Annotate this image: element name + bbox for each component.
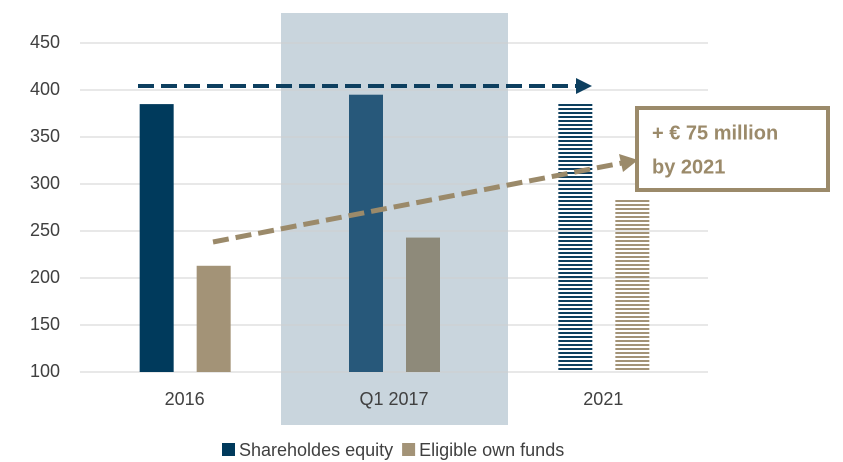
x-tick-label: 2016 — [165, 389, 205, 409]
legend-label: Eligible own funds — [419, 440, 564, 460]
bar — [139, 104, 174, 372]
growth-arrow — [212, 160, 623, 245]
arrow-head — [576, 78, 592, 94]
bar — [196, 265, 231, 372]
background — [281, 13, 508, 425]
bar — [349, 94, 383, 372]
legend-label: Shareholdes equity — [239, 440, 393, 460]
x-tick-label: 2021 — [583, 389, 623, 409]
annotation-box — [635, 106, 830, 192]
bar — [615, 198, 650, 372]
y-tick-label: 250 — [30, 220, 60, 240]
bar — [558, 103, 593, 372]
bar — [406, 237, 440, 372]
highlight-band — [281, 13, 508, 425]
y-tick-label: 150 — [30, 314, 60, 334]
annotation: + € 75 million — [652, 122, 778, 144]
y-tick-label: 350 — [30, 126, 60, 146]
y-tick-label: 400 — [30, 79, 60, 99]
x-tick-label: Q1 2017 — [359, 389, 428, 409]
arrow-head — [619, 154, 638, 172]
legend: Shareholdes equity Eligible own funds — [222, 440, 564, 460]
y-tick-label: 200 — [30, 267, 60, 287]
y-tick-label: 450 — [30, 32, 60, 52]
y-tick-label: 300 — [30, 173, 60, 193]
arrows — [138, 78, 638, 245]
grid: 100 150 200 250 300 350 400 450 2016 Q1 2017 2021 — [30, 32, 708, 409]
bars — [139, 94, 650, 372]
legend-swatch — [222, 443, 235, 456]
legend-swatch — [402, 443, 416, 456]
annotation: by 2021 — [652, 156, 725, 178]
y-tick-label: 100 — [30, 361, 60, 381]
